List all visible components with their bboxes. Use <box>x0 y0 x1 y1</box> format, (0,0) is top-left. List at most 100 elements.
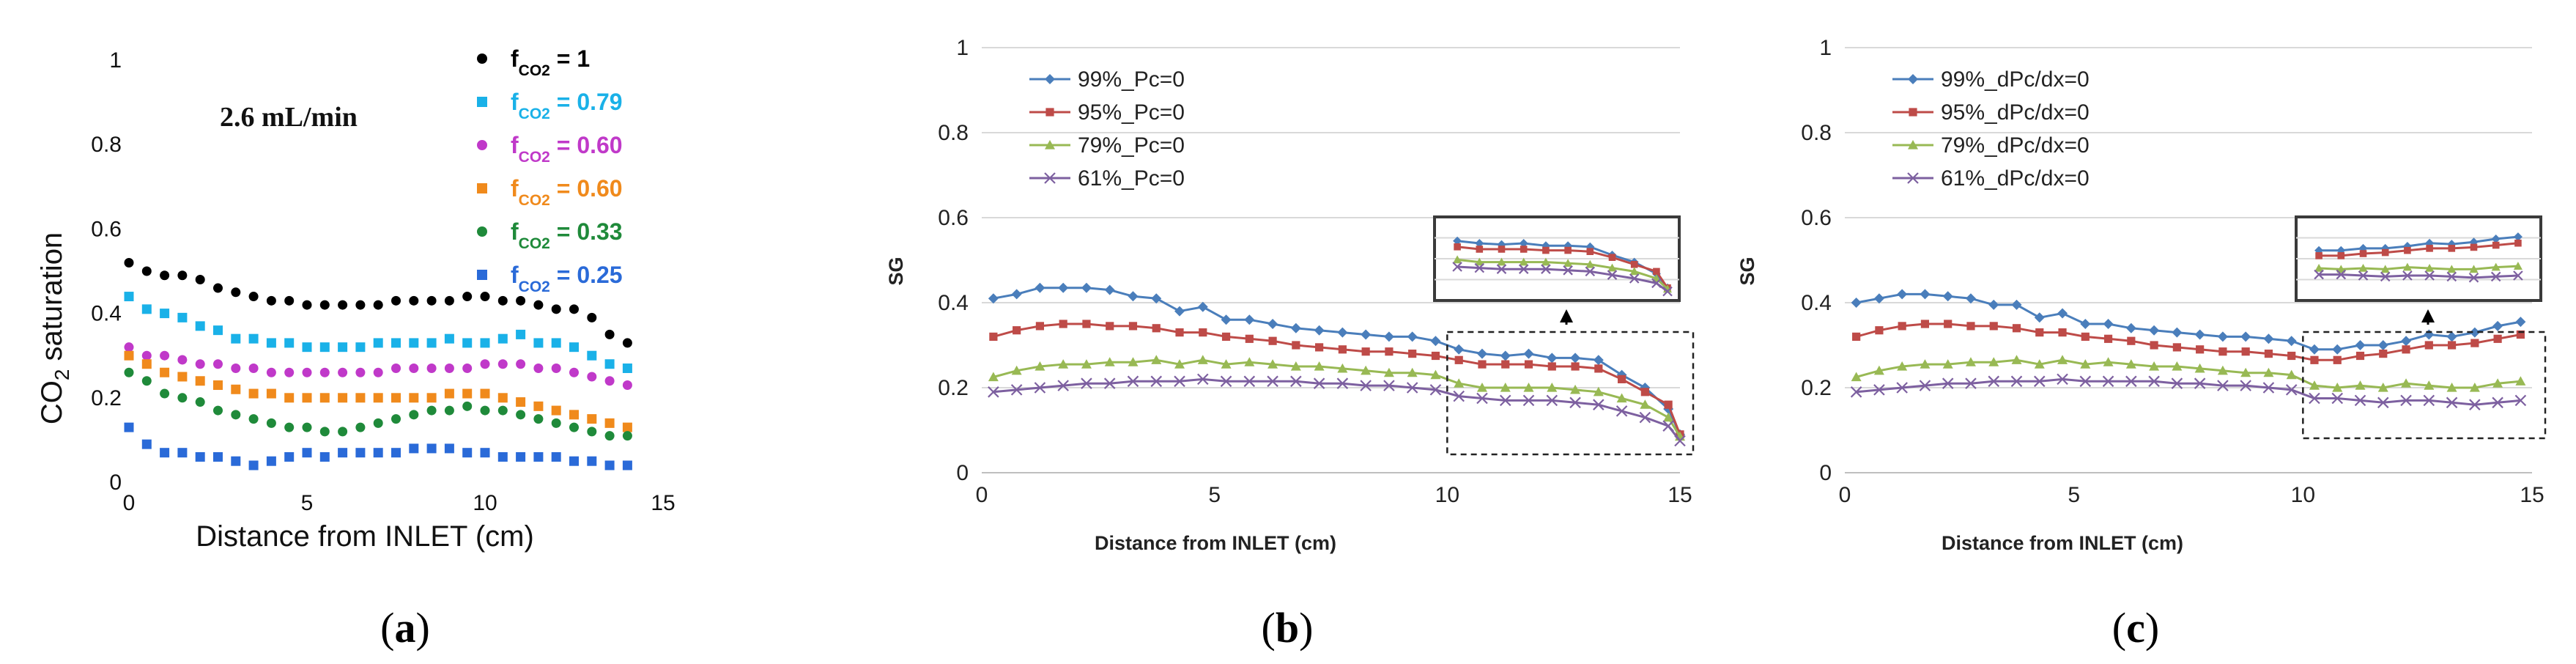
chart-c-point <box>2172 361 2183 371</box>
chart-a-legend-f: f <box>511 218 519 245</box>
chart-a-point <box>533 401 544 411</box>
chart-b-point <box>1617 375 1626 383</box>
chart-c-inset-point <box>2513 232 2523 242</box>
chart-b-inset-point <box>1475 257 1484 266</box>
chart-b-point <box>1383 331 1394 342</box>
chart-c-inset-point <box>2513 270 2523 281</box>
chart-c-point <box>2492 396 2503 409</box>
chart-a-point <box>480 292 490 302</box>
chart-a-point <box>622 363 632 373</box>
chart-a-legend-value: = 0.60 <box>550 175 623 202</box>
chart-a-point <box>569 304 579 314</box>
chart-b-point <box>1361 329 1372 340</box>
chart-a-point <box>231 456 241 466</box>
chart-b-inset-point <box>1563 265 1573 276</box>
chart-c-point <box>2446 331 2457 342</box>
chart-c-point <box>2079 375 2092 388</box>
chart-a-xtick-label: 5 <box>301 491 314 515</box>
chart-a-xtick-label: 15 <box>651 491 675 515</box>
chart-a-point <box>248 363 259 373</box>
chart-b-point <box>1013 326 1021 335</box>
chart-b-point <box>1197 355 1208 364</box>
chart-c-point <box>2286 369 2297 380</box>
chart-b-xtick-label: 15 <box>1668 483 1692 507</box>
chart-a-point <box>516 359 526 369</box>
chart-c-xtick-label: 10 <box>2291 483 2315 507</box>
chart-a-point <box>604 376 615 386</box>
chart-c-point <box>2423 394 2435 407</box>
chart-c-point <box>1873 293 1884 304</box>
chart-b-point <box>1290 375 1302 388</box>
chart-a-point <box>551 304 561 314</box>
chart-a-point <box>302 393 312 403</box>
chart-b-point <box>1081 377 1092 389</box>
chart-a-point <box>284 338 295 348</box>
chart-c-point <box>2172 327 2183 338</box>
chart-c-inset-point <box>2468 273 2479 283</box>
chart-b-point <box>1570 384 1581 394</box>
chart-b-point <box>1674 435 1686 447</box>
chart-a-point <box>516 295 526 306</box>
chart-b-point <box>1639 411 1651 424</box>
chart-a-legend-marker <box>477 97 487 107</box>
chart-b-marks <box>988 282 1686 447</box>
chart-c-point <box>1944 320 1953 328</box>
chart-b-ytick-label: 0.6 <box>938 206 969 230</box>
chart-c-point <box>2240 367 2251 377</box>
chart-c-inset-series-line <box>2319 265 2518 270</box>
chart-a-point <box>373 367 383 377</box>
chart-a-point <box>213 380 223 391</box>
chart-c-point <box>2264 350 2273 358</box>
chart-a-point <box>569 342 579 353</box>
chart-a-point <box>462 401 473 411</box>
chart-a-point <box>569 367 579 377</box>
chart-b-point <box>1407 367 1418 377</box>
chart-c-point <box>2377 396 2389 409</box>
chart-b-point <box>1546 394 1558 407</box>
chart-b-point <box>1011 289 1022 300</box>
chart-b-inset-point <box>1476 246 1484 253</box>
chart-b-point <box>1081 282 1092 293</box>
chart-a-point <box>587 414 597 424</box>
chart-b-legend-label: 61%_Pc=0 <box>1078 166 1185 191</box>
chart-a-point <box>604 329 615 339</box>
chart-c-point <box>2515 317 2526 328</box>
chart-c-point <box>2401 336 2412 347</box>
chart-b-inset-point <box>1586 248 1594 255</box>
chart-a-point <box>497 359 508 369</box>
chart-a-legend-label: fCO2 = 0.60 <box>511 132 623 166</box>
chart-a-legend-label: fCO2 = 0.79 <box>511 89 623 122</box>
chart-c-point <box>1942 359 1953 369</box>
chart-a-point <box>248 388 259 399</box>
chart-a-legend-f: f <box>511 262 519 288</box>
chart-b-inset-point <box>1498 246 1506 253</box>
chart-b-xtick-label: 5 <box>1208 483 1221 507</box>
chart-c-xlabel: Distance from INLET (cm) <box>1942 532 2183 554</box>
chart-a-point <box>266 456 276 466</box>
chart-a-legend-value: = 0.25 <box>550 262 623 288</box>
chart-b-point <box>1174 359 1185 369</box>
chart-a-point <box>355 448 366 458</box>
chart-c-inset-series-line <box>2319 235 2519 252</box>
chart-b-point <box>1336 377 1349 389</box>
chart-a-point <box>587 427 597 437</box>
chart-b-inset-point <box>1475 239 1484 248</box>
chart-b-inset-point <box>1585 259 1595 268</box>
chart-c-point <box>1966 322 1975 331</box>
chart-c-inset-point <box>2402 270 2413 281</box>
chart-a-point <box>302 448 312 458</box>
chart-panel-c: 00.20.40.60.810 5 10 15 SG Distance from IN… <box>1736 36 2547 554</box>
chart-b-point <box>1522 394 1535 407</box>
chart-b-legend: 99%_Pc=0 95%_Pc=0 79%_Pc=0 61%_Pc=0 <box>1029 67 1185 191</box>
chart-a-legend-f: f <box>511 132 519 158</box>
chart-c-xtick-label: 15 <box>2520 483 2544 507</box>
chart-b-point <box>1151 293 1162 304</box>
chart-a-point <box>587 312 597 322</box>
chart-a-point <box>569 456 579 466</box>
chart-a-point <box>302 300 312 310</box>
chart-a-point <box>622 460 632 471</box>
chart-b-point <box>1268 336 1277 345</box>
chart-c-point <box>2263 367 2274 377</box>
chart-c-point <box>2424 380 2435 390</box>
chart-c-point <box>2149 325 2160 336</box>
